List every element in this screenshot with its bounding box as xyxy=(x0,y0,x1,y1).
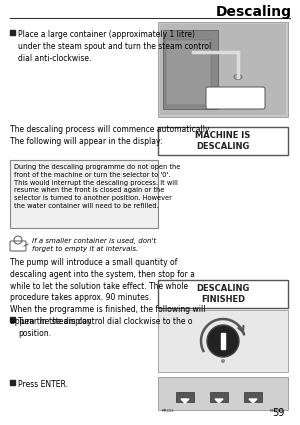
Polygon shape xyxy=(181,399,189,403)
Bar xyxy=(10,160,158,228)
FancyBboxPatch shape xyxy=(206,87,265,109)
Text: During the descaling programme do not open the
front of the machine or turn the : During the descaling programme do not op… xyxy=(14,164,180,209)
Bar xyxy=(210,392,228,402)
Text: Turn the steam control dial clockwise to the o
position.: Turn the steam control dial clockwise to… xyxy=(18,317,193,338)
Bar xyxy=(10,317,15,322)
Bar xyxy=(158,377,288,410)
Bar xyxy=(163,30,218,109)
Circle shape xyxy=(221,359,225,363)
Text: 59: 59 xyxy=(273,408,285,418)
Text: DESCALING
FINISHED: DESCALING FINISHED xyxy=(196,284,250,304)
Text: The pump will introduce a small quantity of
descaling agent into the system, the: The pump will introduce a small quantity… xyxy=(10,258,206,326)
Text: MACHINE IS
DESCALING: MACHINE IS DESCALING xyxy=(195,131,250,151)
Bar xyxy=(244,392,262,402)
Text: PROG.: PROG. xyxy=(162,409,176,413)
Text: If a smaller container is used, don't
forget to empty it at intervals.: If a smaller container is used, don't fo… xyxy=(32,238,156,252)
Bar xyxy=(166,40,211,105)
Text: Place a large container (approximately 1 litre)
under the steam spout and turn t: Place a large container (approximately 1… xyxy=(18,30,211,62)
Ellipse shape xyxy=(234,74,242,79)
Bar xyxy=(158,22,288,117)
Bar xyxy=(158,127,288,155)
Text: Descaling: Descaling xyxy=(216,5,292,19)
Circle shape xyxy=(207,325,239,357)
Bar xyxy=(176,392,194,402)
Bar xyxy=(158,280,288,308)
Bar xyxy=(158,310,288,372)
Polygon shape xyxy=(249,399,257,403)
Text: ENTER: ENTER xyxy=(270,409,284,413)
Bar xyxy=(221,333,225,349)
Bar xyxy=(160,24,286,115)
Polygon shape xyxy=(215,399,223,403)
Bar xyxy=(10,30,15,35)
Text: The descaling process will commence automatically.
The following will appear in : The descaling process will commence auto… xyxy=(10,125,211,146)
Text: Press ENTER.: Press ENTER. xyxy=(18,380,68,389)
Bar xyxy=(10,380,15,385)
